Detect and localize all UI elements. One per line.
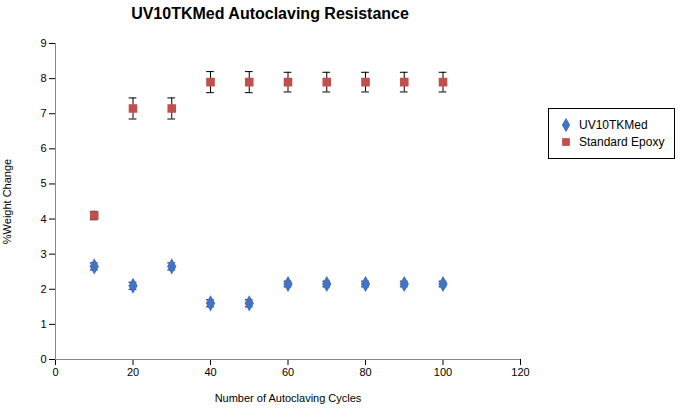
svg-text:2: 2 [40, 283, 46, 295]
svg-text:%Weight Change: %Weight Change [1, 159, 13, 244]
html-text:UV10TKMed: UV10TKMed [579, 118, 648, 132]
html-text:UV10TKMed Autoclaving Resistan: UV10TKMed Autoclaving Resistance [131, 5, 409, 22]
svg-text:1: 1 [40, 318, 46, 330]
svg-text:3: 3 [40, 248, 46, 260]
svg-text:40: 40 [204, 366, 216, 378]
svg-text:8: 8 [40, 72, 46, 84]
svg-text:80: 80 [359, 366, 371, 378]
svg-text:4: 4 [40, 213, 46, 225]
svg-text:0: 0 [52, 366, 58, 378]
svg-text:5: 5 [40, 177, 46, 189]
html-text:Standard Epoxy: Standard Epoxy [579, 135, 665, 149]
svg-text:9: 9 [40, 37, 46, 49]
svg-text:60: 60 [282, 366, 294, 378]
svg-text:100: 100 [434, 366, 452, 378]
svg-text:7: 7 [40, 107, 46, 119]
svg-text:20: 20 [127, 366, 139, 378]
svg-text:6: 6 [40, 142, 46, 154]
svg-text:120: 120 [511, 366, 529, 378]
svg-text:Number of Autoclaving Cycles: Number of Autoclaving Cycles [215, 392, 362, 404]
svg-text:0: 0 [40, 353, 46, 365]
